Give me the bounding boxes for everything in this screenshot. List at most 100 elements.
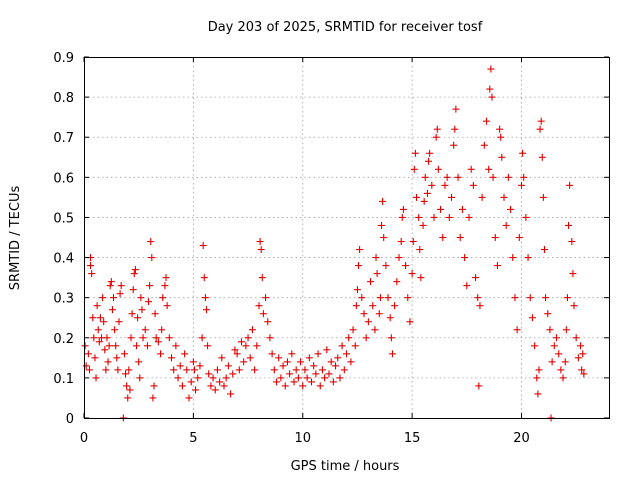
data-point bbox=[209, 374, 217, 382]
data-point bbox=[141, 326, 149, 334]
data-point bbox=[90, 334, 98, 342]
data-point bbox=[380, 234, 388, 241]
data-point bbox=[480, 141, 488, 149]
data-point bbox=[126, 386, 134, 394]
data-point bbox=[165, 334, 173, 342]
y-axis-label: SRMTID / TECUs bbox=[8, 186, 23, 291]
data-point bbox=[465, 213, 473, 221]
data-point bbox=[159, 294, 167, 302]
data-point bbox=[536, 125, 544, 133]
data-point bbox=[205, 370, 213, 378]
data-point bbox=[504, 173, 512, 181]
data-point bbox=[491, 234, 499, 241]
data-point bbox=[478, 193, 486, 201]
data-point bbox=[162, 274, 170, 282]
data-point bbox=[487, 65, 495, 73]
data-point bbox=[445, 213, 453, 221]
data-point bbox=[103, 334, 111, 342]
data-point bbox=[533, 374, 541, 382]
y-tick-label: 0.4 bbox=[53, 252, 74, 267]
data-point bbox=[578, 366, 586, 374]
data-point bbox=[519, 149, 527, 157]
data-point bbox=[235, 366, 243, 374]
data-point bbox=[231, 346, 239, 354]
data-point bbox=[452, 105, 460, 113]
data-point bbox=[544, 310, 552, 318]
data-point bbox=[454, 173, 462, 181]
data-point bbox=[194, 374, 202, 382]
data-point bbox=[539, 193, 547, 201]
data-point bbox=[244, 334, 252, 342]
data-point bbox=[540, 246, 548, 254]
data-point bbox=[419, 221, 427, 229]
data-point bbox=[467, 165, 475, 173]
data-point bbox=[425, 157, 433, 165]
data-point bbox=[367, 278, 375, 286]
data-point bbox=[117, 282, 125, 290]
data-point bbox=[364, 318, 372, 326]
data-point bbox=[570, 302, 578, 310]
data-point bbox=[531, 342, 539, 350]
x-tick-label: 5 bbox=[189, 431, 197, 446]
data-point bbox=[85, 366, 93, 374]
data-point bbox=[371, 326, 379, 334]
data-point bbox=[185, 394, 193, 402]
data-point bbox=[358, 294, 366, 302]
data-point bbox=[266, 334, 274, 342]
data-point bbox=[150, 382, 158, 390]
data-point bbox=[387, 334, 395, 342]
data-point bbox=[397, 238, 405, 246]
data-point bbox=[147, 238, 155, 246]
data-point bbox=[288, 350, 296, 358]
data-point bbox=[535, 366, 543, 374]
data-point bbox=[129, 286, 137, 294]
data-point bbox=[120, 350, 128, 358]
data-point bbox=[143, 342, 151, 350]
data-point bbox=[136, 374, 144, 382]
data-point bbox=[373, 270, 381, 278]
data-point bbox=[458, 205, 466, 213]
data-point bbox=[224, 362, 232, 370]
data-point bbox=[561, 358, 569, 366]
data-point bbox=[369, 302, 377, 310]
data-point bbox=[553, 334, 560, 342]
data-point bbox=[511, 294, 519, 302]
data-point bbox=[321, 374, 329, 382]
data-point bbox=[201, 294, 209, 302]
data-point bbox=[122, 370, 130, 378]
data-point bbox=[486, 85, 494, 93]
data-point bbox=[251, 366, 259, 374]
data-point bbox=[323, 346, 331, 354]
data-point bbox=[565, 221, 573, 229]
data-point bbox=[303, 374, 311, 382]
data-point bbox=[111, 326, 119, 334]
data-point bbox=[384, 294, 392, 302]
data-point bbox=[82, 362, 90, 370]
data-point bbox=[95, 338, 103, 346]
data-point bbox=[248, 326, 256, 334]
data-point bbox=[398, 213, 406, 221]
data-point bbox=[253, 342, 261, 350]
data-point bbox=[372, 254, 380, 262]
data-point bbox=[152, 334, 160, 342]
data-point bbox=[222, 374, 230, 382]
y-tick-label: 0.3 bbox=[53, 292, 74, 307]
data-point bbox=[131, 266, 139, 274]
data-point bbox=[378, 221, 385, 229]
data-point bbox=[475, 382, 483, 390]
data-point bbox=[434, 165, 442, 173]
x-tick-label: 15 bbox=[404, 431, 421, 446]
data-point bbox=[518, 181, 525, 189]
data-point bbox=[211, 386, 219, 394]
data-point bbox=[332, 362, 340, 370]
data-point bbox=[137, 294, 145, 302]
data-point bbox=[437, 205, 445, 213]
data-point bbox=[233, 350, 241, 358]
data-point bbox=[546, 326, 554, 334]
data-point bbox=[242, 342, 250, 350]
data-point bbox=[461, 254, 469, 262]
data-point bbox=[190, 366, 198, 374]
data-point bbox=[308, 378, 315, 386]
data-point bbox=[183, 366, 191, 374]
